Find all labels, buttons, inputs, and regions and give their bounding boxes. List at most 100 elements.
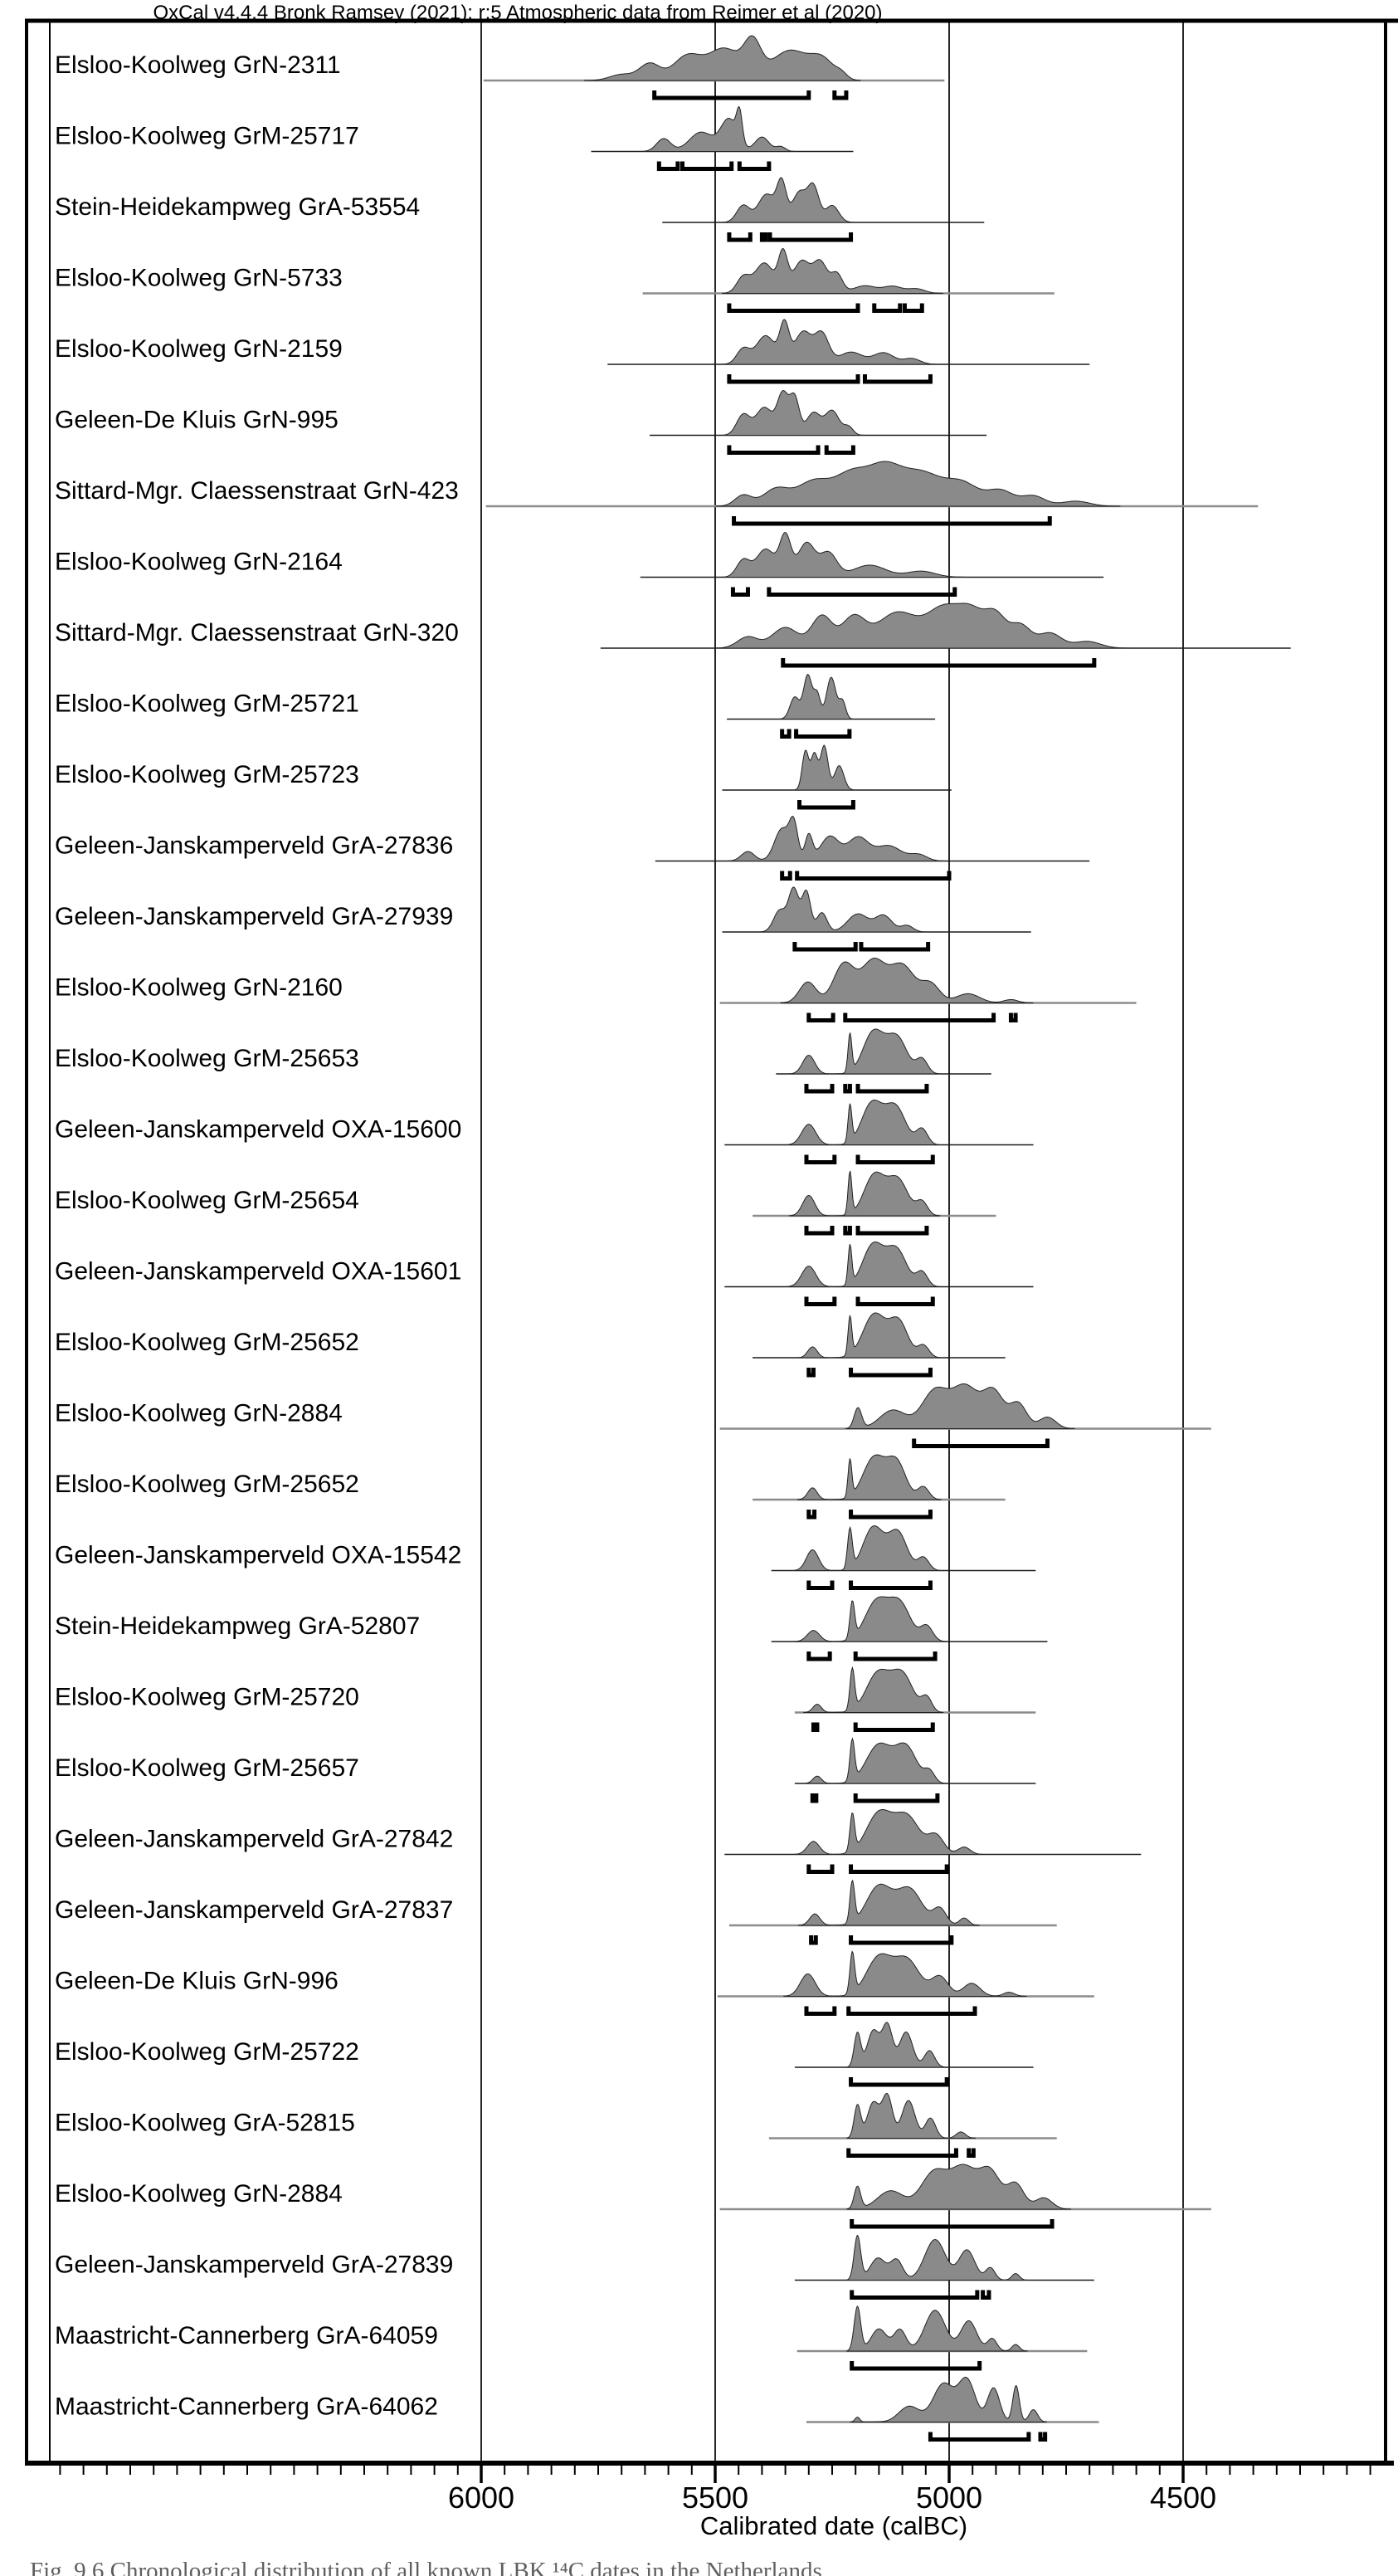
range-bracket [853, 1722, 935, 1732]
range-bracket [806, 1864, 835, 1874]
distribution [714, 603, 1129, 649]
range-bracket [759, 232, 768, 242]
axis-tick-label: 6000 [448, 2481, 514, 2515]
sample-label: Geleen-Janskamperveld OXA-15601 [55, 1258, 461, 1286]
sample-label: Elsloo-Koolweg GrN-5733 [55, 265, 343, 292]
range-bracket [832, 90, 849, 100]
sample-label: Maastricht-Cannerberg GrA-64062 [55, 2393, 438, 2421]
distribution [788, 1028, 941, 1075]
range-bracket [850, 2219, 1055, 2229]
distribution [846, 2022, 947, 2068]
range-bracket [981, 2290, 991, 2300]
distribution [803, 1666, 944, 1713]
sample-label: Elsloo-Koolweg GrM-25657 [55, 1754, 359, 1782]
distribution [850, 2377, 1047, 2422]
distribution [641, 105, 796, 152]
distribution [779, 673, 855, 720]
distribution [788, 1170, 941, 1217]
sample-label: Elsloo-Koolweg GrM-25722 [55, 2038, 359, 2066]
sample-label: Geleen-Janskamperveld GrA-27842 [55, 1826, 453, 1853]
distribution [715, 461, 1121, 507]
distribution [794, 744, 855, 791]
sample-label: Geleen-De Kluis GrN-996 [55, 1968, 339, 1995]
distribution [726, 815, 946, 861]
range-bracket [730, 587, 750, 597]
sample-label: Geleen-Janskamperveld GrA-27839 [55, 2252, 453, 2279]
distribution [786, 1241, 941, 1287]
distribution [792, 1525, 942, 1571]
range-bracket [855, 1226, 929, 1236]
range-bracket [780, 729, 792, 739]
sample-label: Elsloo-Koolweg GrN-2884 [55, 1400, 343, 1427]
range-bracket [804, 1154, 837, 1164]
range-bracket [804, 1226, 835, 1236]
range-bracket [806, 1368, 816, 1378]
range-bracket [797, 800, 855, 810]
range-bracket [846, 2006, 977, 2016]
range-bracket [737, 161, 772, 171]
distribution [846, 2305, 1028, 2352]
range-bracket [1008, 1012, 1018, 1022]
range-bracket [846, 2148, 958, 2158]
distribution [796, 1312, 942, 1359]
range-bracket [727, 232, 753, 242]
sample-label: Elsloo-Koolweg GrN-2160 [55, 974, 343, 1002]
range-bracket [824, 445, 855, 455]
sample-label: Geleen-Janskamperveld GrA-27836 [55, 832, 453, 860]
axis-tick-label: 5500 [682, 2481, 748, 2515]
range-bracket [855, 1084, 929, 1094]
range-bracket [853, 1793, 940, 1803]
sample-label: Elsloo-Koolweg GrM-25654 [55, 1187, 359, 1214]
distribution [759, 886, 927, 933]
range-bracket [849, 1510, 933, 1520]
range-bracket [928, 2432, 1031, 2442]
sample-label: Elsloo-Koolweg GrN-2884 [55, 2180, 343, 2208]
sample-label: Elsloo-Koolweg GrM-25723 [55, 761, 359, 788]
sample-label: Stein-Heidekampweg GrA-52807 [55, 1612, 420, 1640]
range-bracket [843, 1012, 996, 1022]
sample-label: Stein-Heidekampweg GrA-53554 [55, 193, 420, 221]
range-bracket [850, 2290, 980, 2300]
sample-label: Geleen-De Kluis GrN-995 [55, 407, 339, 434]
range-bracket [794, 729, 852, 739]
range-bracket [855, 1154, 935, 1164]
range-bracket [732, 516, 1052, 526]
distribution [845, 1383, 1076, 1429]
sample-label: Elsloo-Koolweg GrN-2164 [55, 549, 343, 576]
range-bracket [780, 871, 792, 881]
range-bracket [792, 942, 858, 952]
range-bracket [680, 161, 734, 171]
axis-tick-label: 4500 [1150, 2481, 1216, 2515]
sample-label: Geleen-Janskamperveld GrA-27837 [55, 1896, 453, 1924]
range-bracket [862, 374, 933, 384]
range-bracket [804, 2006, 837, 2016]
sample-label: Elsloo-Koolweg GrM-25653 [55, 1045, 359, 1072]
range-bracket [656, 161, 680, 171]
range-bracket [811, 1722, 820, 1732]
range-bracket [849, 2077, 949, 2087]
distribution [722, 531, 967, 578]
distribution [796, 1454, 942, 1500]
range-bracket [849, 1580, 933, 1590]
sample-label: Geleen-Janskamperveld GrA-27939 [55, 903, 453, 930]
range-bracket [855, 1296, 935, 1306]
distribution [793, 1596, 947, 1642]
range-bracket [912, 1438, 1050, 1448]
figure-caption: Fig. 9.6 Chronological distribution of a… [30, 2558, 822, 2576]
distribution [846, 2092, 977, 2139]
range-bracket [781, 658, 1097, 668]
distribution [584, 35, 861, 81]
range-bracket [795, 871, 952, 881]
range-bracket [804, 1296, 837, 1306]
range-bracket [810, 1793, 819, 1803]
sample-label: Elsloo-Koolweg GrM-25652 [55, 1329, 359, 1356]
range-bracket [809, 1935, 818, 1945]
sample-label: Elsloo-Koolweg GrM-25652 [55, 1471, 359, 1498]
distribution [780, 958, 1034, 1003]
range-bracket [806, 1012, 835, 1022]
range-bracket [850, 2361, 982, 2371]
range-bracket [849, 1864, 949, 1874]
sample-label: Geleen-Janskamperveld OXA-15600 [55, 1116, 461, 1144]
